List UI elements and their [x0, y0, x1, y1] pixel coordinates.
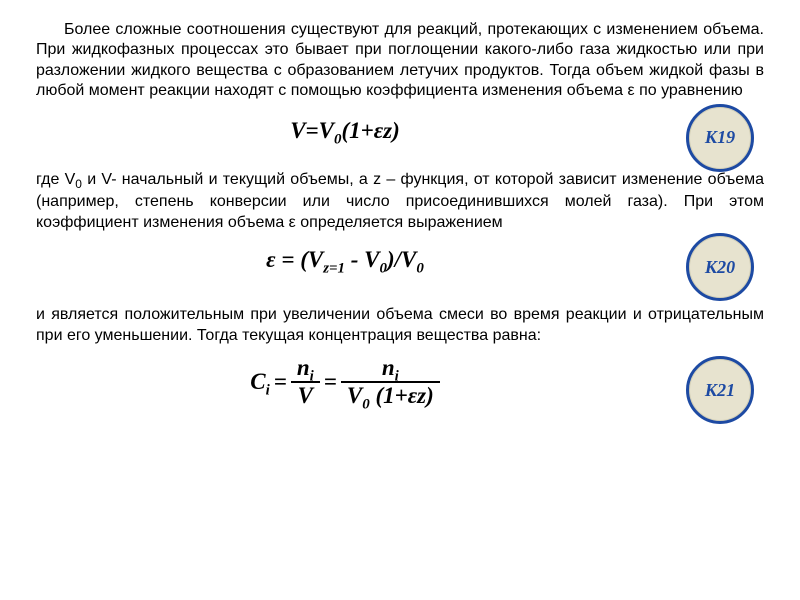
eq3-n2: n — [382, 355, 395, 380]
eq2-sub-z: z=1 — [323, 261, 345, 277]
eq3-eq1: = — [274, 369, 287, 395]
equation-1: V=V0(1+εz) — [290, 118, 400, 143]
eq3-V0: V — [347, 383, 362, 408]
paragraph-where: где V0 и V- начальный и текущий объемы, … — [36, 170, 764, 233]
eq3-frac2: ni V0 (1+εz) — [341, 356, 440, 408]
eq3-tail: (1+εz) — [370, 383, 434, 408]
eq3-eq2: = — [324, 369, 337, 395]
paragraph-intro: Более сложные соотношения существуют для… — [36, 20, 764, 102]
eq3-V: V — [298, 383, 313, 408]
equation-badge-k21: К21 — [686, 356, 754, 424]
p2-post: и V- начальный и текущий объемы, а z – ф… — [36, 171, 764, 231]
eq1-lhs: V=V — [290, 118, 334, 143]
eq1-tail: (1+εz) — [341, 118, 399, 143]
eq2-mid: - V — [345, 247, 380, 272]
eq3-n1: n — [297, 355, 310, 380]
equation-badge-k19: К19 — [686, 104, 754, 172]
eq2-tail: )/V — [387, 247, 416, 272]
eq2-sub0b: 0 — [416, 261, 423, 277]
p2-sub0: 0 — [75, 177, 82, 191]
paragraph-sign: и является положительным при увеличении … — [36, 305, 764, 346]
p2-pre: где V — [36, 171, 75, 188]
equation-badge-k20: К20 — [686, 233, 754, 301]
eq2-sub0: 0 — [380, 261, 387, 277]
equation-3: Ci = ni V = ni V0 ( — [250, 356, 440, 408]
eq3-C: C — [250, 369, 265, 394]
eq3-Ci: i — [266, 383, 270, 399]
equation-2: ε = (Vz=1 - V0)/V0 — [266, 247, 424, 272]
eq3-frac1: ni V — [291, 356, 320, 408]
eq3-V0sub: 0 — [362, 397, 369, 413]
eq2-eps: ε = (V — [266, 247, 323, 272]
